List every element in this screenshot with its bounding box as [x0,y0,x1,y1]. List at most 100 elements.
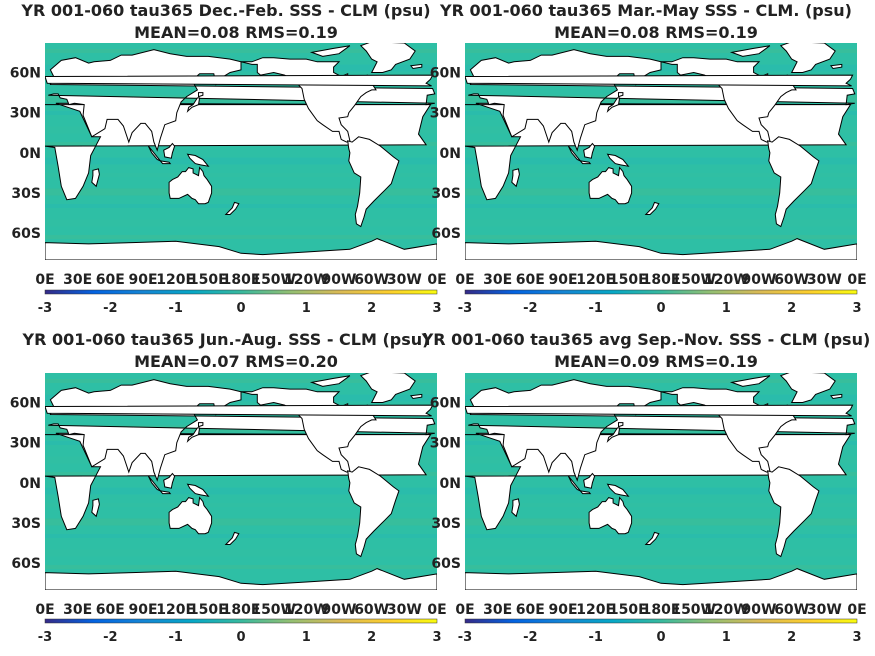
panel-title: YR 001-060 tau365 Dec.-Feb. SSS - CLM (p… [20,1,430,20]
x-tick-label: 90E [128,272,157,288]
x-tick-label: 60W [774,272,809,288]
x-tick-label: 0E [847,272,866,288]
landmass [91,168,100,188]
anomaly-band [45,549,437,557]
landmass [347,466,400,558]
colorbar-tick-label: -3 [458,630,472,645]
anomaly-band [45,565,437,569]
landmass [829,63,843,70]
anomaly-band [45,518,437,526]
landmass [186,97,201,113]
landmass [779,373,836,403]
colorbar-tick-label: -3 [38,301,52,316]
anomaly-band [465,503,857,507]
panel-subtitle: MEAN=0.08 RMS=0.19 [134,23,338,42]
x-tick-label: 120W [704,272,749,288]
x-tick-label: 120W [284,272,329,288]
landmass [606,153,630,167]
landmass [767,136,820,228]
landmass [159,160,172,165]
landmass [186,483,210,497]
landmass [468,49,856,152]
landmass [359,43,416,73]
landmass [45,404,434,417]
colorbar [464,618,858,624]
landmass [186,153,210,167]
x-tick-label: 90E [128,602,157,618]
x-tick-label: 60E [516,272,545,288]
y-tick-label: 30S [431,516,461,532]
y-tick-label: 30S [431,186,461,202]
panel-title: YR 001-060 tau365 Mar.-May SSS - CLM. (p… [439,1,852,20]
x-tick-label: 90W [742,272,777,288]
y-tick-label: 30N [430,106,461,122]
colorbar-tick-label: 0 [656,301,665,316]
y-tick-label: 30N [430,436,461,452]
x-tick-label: 30E [63,602,92,618]
colorbar-tick-label: -2 [523,301,537,316]
landmass [168,166,213,205]
panel-subtitle: MEAN=0.09 RMS=0.19 [554,352,758,371]
x-tick-label: 60E [516,602,545,618]
colorbar-tick-label: 2 [787,630,796,645]
landmass [465,404,854,417]
landmass [606,427,621,443]
x-tick-label: 90E [548,272,577,288]
map-area [465,43,857,260]
landmass [309,375,351,387]
colorbar-tick-label: 3 [432,301,441,316]
anomaly-band [45,379,437,383]
anomaly-band [465,379,857,383]
colorbar-tick-label: -2 [103,301,117,316]
x-tick-label: 60W [354,602,389,618]
map-area [45,373,437,590]
map-area [45,43,437,260]
landmass [767,466,820,558]
landmass [618,92,624,98]
y-tick-label: 30N [10,436,41,452]
landmass [583,142,596,159]
y-tick-label: 60S [11,226,41,242]
landmass [159,490,172,495]
anomaly-band [465,518,857,526]
x-tick-label: 30E [483,602,512,618]
x-tick-label: 150W [251,272,296,288]
colorbar-tick-label: 3 [852,630,861,645]
landmass [465,238,857,260]
landmass [198,422,204,428]
y-tick-label: 60N [430,65,461,81]
x-tick-label: 30W [387,602,422,618]
x-tick-label: 90W [322,272,357,288]
landmass [48,49,436,152]
y-tick-label: 60N [10,65,41,81]
landmass [359,373,416,403]
y-tick-label: 0N [440,476,461,492]
anomaly-band [45,219,437,227]
landmass [409,63,423,70]
anomaly-band [45,534,437,538]
anomaly-band [465,49,857,53]
y-tick-label: 60S [11,556,41,572]
x-tick-label: 0E [35,272,54,288]
landmass [588,496,633,535]
x-tick-label: 150E [189,602,228,618]
x-tick-label: 30W [387,272,422,288]
x-tick-label: 30W [807,272,842,288]
landmass [224,201,240,215]
landmass [729,45,771,57]
anomaly-band [45,157,437,165]
landmass [618,422,624,428]
panel-3: YR 001-060 tau365 Jun.-Aug. SSS - CLM (p… [10,330,447,645]
x-tick-label: 0E [427,602,446,618]
landmass [347,136,400,228]
colorbar-tick-label: -1 [588,630,602,645]
landmass [45,238,437,260]
x-tick-label: 120E [156,602,195,618]
x-tick-label: 30E [483,272,512,288]
landmass [45,568,437,590]
x-tick-label: 150W [251,602,296,618]
landmass [48,379,436,482]
x-tick-label: 150E [189,272,228,288]
anomaly-band [465,157,857,165]
x-tick-label: 120E [156,272,195,288]
